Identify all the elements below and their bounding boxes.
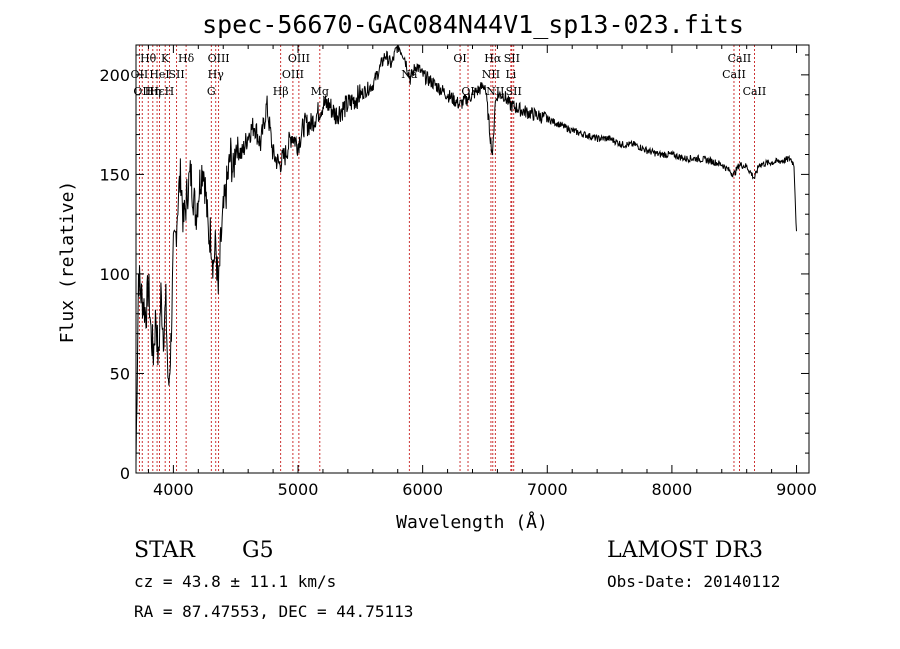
marker-label: CaII [728,52,752,65]
marker-label: H [165,85,175,98]
x-axis-label: Wavelength (Å) [396,511,548,533]
axis-ticks: 4000 5000 6000 7000 8000 9000 0 50 100 150 200 [99,45,817,499]
survey-name: LAMOST DR3 [607,538,763,563]
plot-frame [135,44,810,474]
marker-label: CaII [743,85,767,98]
marker-label: NII [486,85,504,98]
x-tick-label: 7000 [527,480,568,499]
object-subclass: G5 [242,538,274,563]
marker-label: Hβ [273,85,289,98]
marker-label: Hε [149,85,165,98]
spectrum-line [135,44,797,464]
marker-label: Hη [145,85,161,98]
marker-label: HeI [149,68,169,81]
marker-label: Hγ [208,68,225,81]
object-class: STAR [134,538,195,563]
chart-title: spec-56670-GAC084N44V1_sp13-023.fits [202,10,744,39]
marker-label: OI [453,52,466,65]
marker-label: SII [169,68,185,81]
marker-label: Hδ [178,52,195,65]
x-tick-label: 8000 [652,480,693,499]
marker-label: SII [506,85,522,98]
marker-label: OIII [282,68,304,81]
x-tick-label: 9000 [776,480,817,499]
marker-label: Hα [484,52,502,65]
x-tick-label: 5000 [278,480,319,499]
x-tick-label: 6000 [402,480,443,499]
series-layer [135,44,797,464]
marker-label: Mg [311,85,329,98]
marker-label: K [161,52,170,65]
marker-label: NII [482,68,500,81]
x-tick-label: 4000 [153,480,194,499]
y-axis-label: Flux (relative) [57,181,78,344]
marker-label: OIII [208,52,230,65]
marker-label: CaII [722,68,746,81]
y-tick-label: 0 [120,464,130,483]
y-tick-label: 100 [99,265,130,284]
marker-label: G [207,85,216,98]
coordinates: RA = 87.47553, DEC = 44.75113 [134,602,414,621]
marker-label: OIII [288,52,310,65]
spectral-line-labels: OIIOIIHθHηHεHeIKHSIIHδGHγOIIIHβOIIIOIIIM… [131,52,767,98]
marker-label: SII [504,52,520,65]
spectral-line-markers [138,45,755,473]
observation-date: Obs-Date: 20140112 [607,572,781,591]
y-tick-label: 200 [99,66,130,85]
redshift-value: cz = 43.8 ± 11.1 km/s [134,572,337,591]
marker-label: Hθ [140,52,157,65]
y-tick-label: 150 [99,165,130,184]
marker-label: Li [505,68,516,81]
y-tick-label: 50 [110,364,130,383]
